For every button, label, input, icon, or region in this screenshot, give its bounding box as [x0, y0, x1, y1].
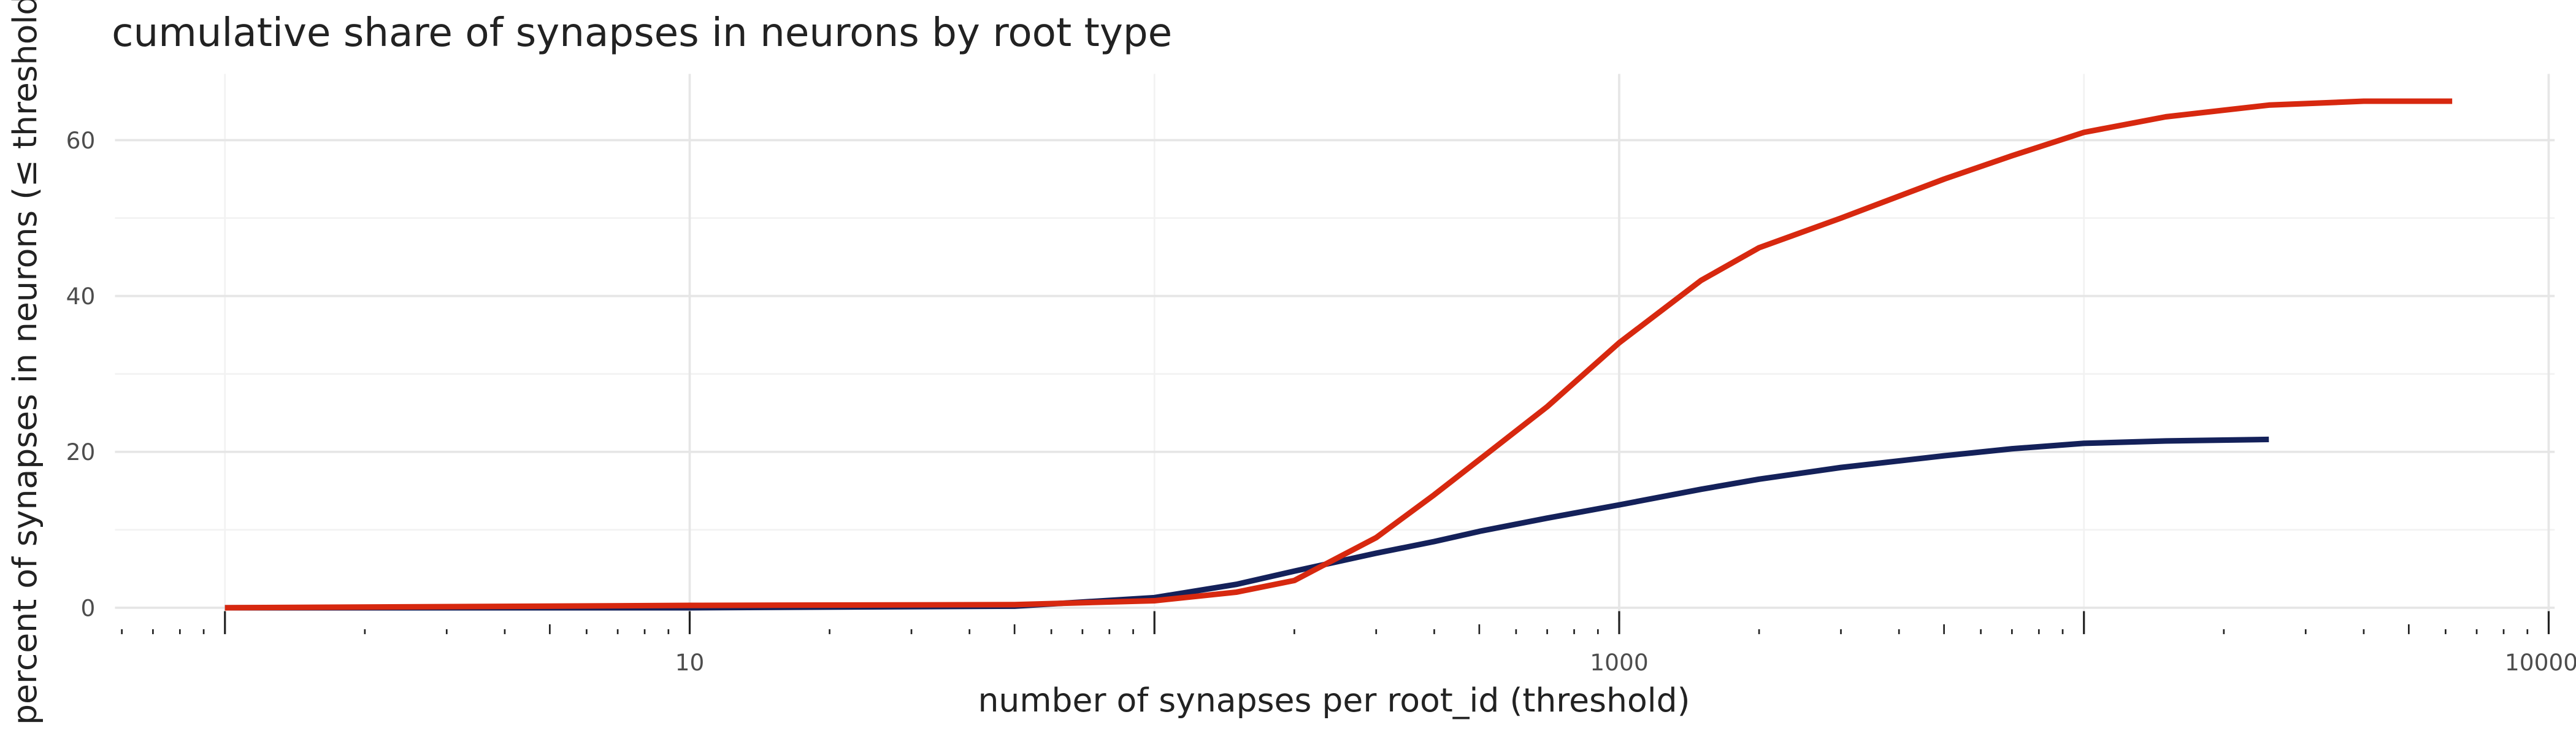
x-tick-label: 10 — [675, 649, 705, 676]
series-line — [224, 436, 2269, 611]
y-tick-label: 60 — [66, 127, 96, 154]
x-axis-label: number of synapses per root_id (threshol… — [978, 681, 1690, 719]
chart-title: cumulative share of synapses in neurons … — [112, 10, 1172, 56]
y-tick-label: 40 — [66, 283, 96, 310]
y-axis-label: percent of synapses in neurons (≤ thresh… — [6, 0, 44, 725]
y-tick-label: 20 — [66, 439, 96, 466]
series-line — [224, 98, 2453, 611]
plot-area — [224, 98, 2453, 611]
x-tick-label: 1000 — [1590, 649, 1648, 676]
y-tick-label: 0 — [80, 594, 95, 621]
grid — [115, 74, 2555, 634]
x-tick-label: 100000 — [2505, 649, 2576, 676]
